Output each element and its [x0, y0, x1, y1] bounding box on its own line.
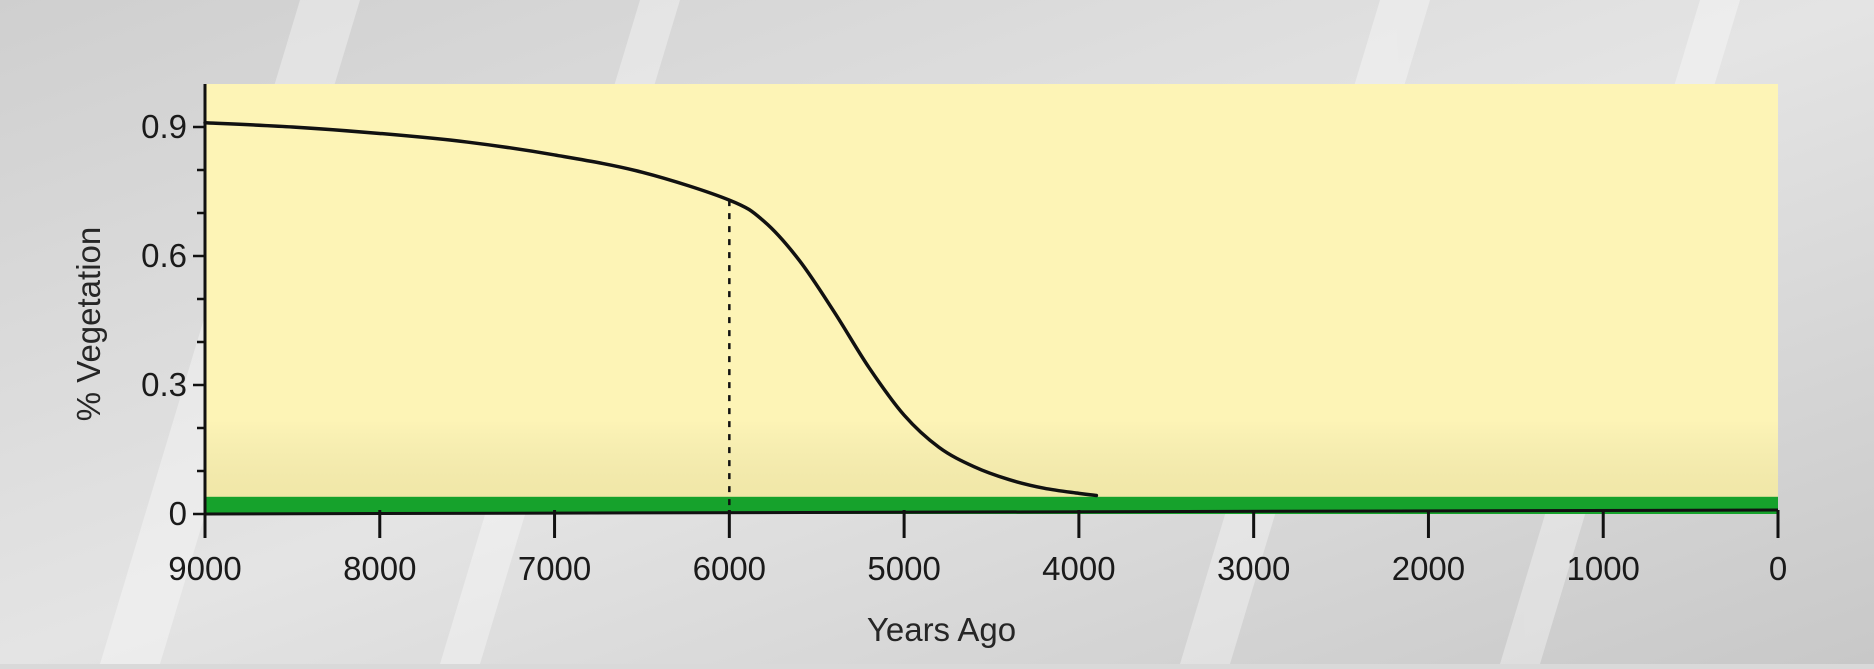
y-tick-label: 0.6: [141, 237, 187, 274]
y-axis: 0 0.3 0.6 0.9: [141, 84, 207, 532]
x-tick-label: 9000: [168, 550, 241, 587]
x-tick-label: 2000: [1392, 550, 1465, 587]
y-axis-title: % Vegetation: [70, 227, 107, 422]
x-tick-label: 4000: [1042, 550, 1115, 587]
x-axis-title: Years Ago: [867, 611, 1016, 648]
x-tick-label: 8000: [343, 550, 416, 587]
y-tick-label: 0.9: [141, 108, 187, 145]
y-tick-label: 0.3: [141, 366, 187, 403]
x-tick-label: 1000: [1567, 550, 1640, 587]
x-tick-label: 5000: [867, 550, 940, 587]
series-layer: [203, 120, 1099, 498]
x-axis-line: [204, 508, 1779, 516]
x-tick-label: 3000: [1217, 550, 1290, 587]
x-tick-label: 0: [1769, 550, 1787, 587]
plot-shade: [205, 84, 1778, 514]
y-tick-label: 0: [169, 495, 187, 532]
x-tick-label: 7000: [518, 550, 591, 587]
x-axis: 9000 8000 7000 6000 5000 4000 3000 2000 1000 0: [168, 508, 1787, 587]
vegetation-series-line: [203, 120, 1099, 498]
x-tick-label: 6000: [693, 550, 766, 587]
